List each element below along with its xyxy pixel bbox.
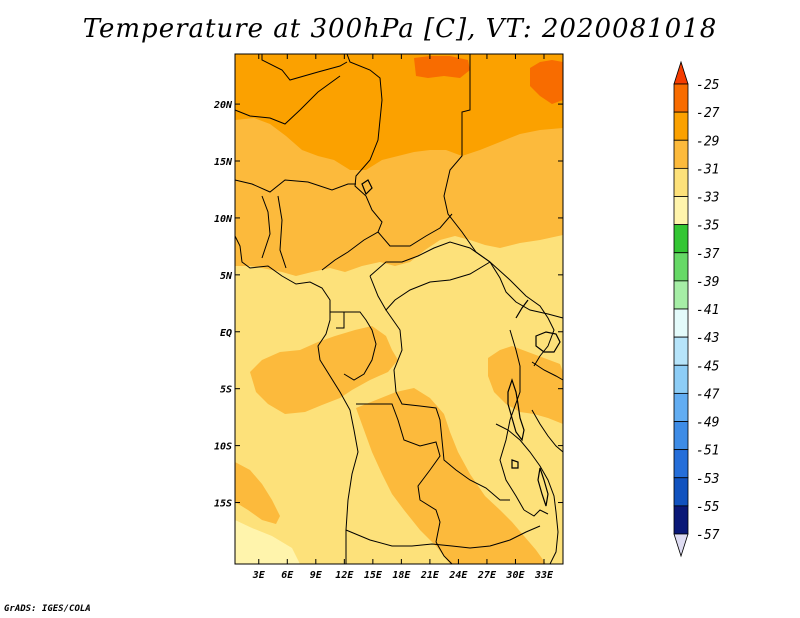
lat-label: 15S <box>214 499 232 510</box>
colorbar-swatch <box>673 364 689 394</box>
colorbar-swatch <box>673 392 689 422</box>
colorbar-swatch <box>673 477 689 507</box>
colorbar-label: -45 <box>696 359 720 374</box>
colorbar-label: -47 <box>696 387 720 402</box>
colorbar-label: -43 <box>696 331 719 346</box>
lon-label: 3E <box>252 570 266 581</box>
lon-label: 9E <box>310 570 323 581</box>
lon-label: 18E <box>392 570 411 581</box>
colorbar-label: -53 <box>696 472 719 487</box>
band-minus29-31-south <box>356 388 546 564</box>
colorbar-swatch <box>673 196 689 226</box>
lat-label: 15N <box>214 157 233 168</box>
colorbar-swatch <box>673 111 689 141</box>
latitude-labels: 20N 15N 10N 5N EQ 5S 10S 15S <box>213 100 233 509</box>
lon-label: 27E <box>477 570 497 581</box>
lon-label: 24E <box>448 570 468 581</box>
band-minus29-31-east <box>488 346 563 424</box>
band-minus25-27-northeast <box>414 56 470 78</box>
lake-victoria <box>535 331 561 353</box>
colorbar-swatch <box>673 224 689 254</box>
colorbar-swatch <box>673 139 689 169</box>
lake-mweru <box>511 459 519 469</box>
colorbar-swatch <box>673 449 689 479</box>
lon-label: 15E <box>364 570 383 581</box>
lon-label: 12E <box>335 570 354 581</box>
lat-label: 5N <box>220 271 233 282</box>
lakes <box>361 179 561 507</box>
lon-label: 6E <box>281 570 294 581</box>
lat-label: 10S <box>214 442 232 453</box>
grads-credit: GrADS: IGES/COLA <box>4 604 91 614</box>
lat-label: 20N <box>213 100 233 111</box>
colorbar-swatch <box>673 308 689 338</box>
lat-label: EQ <box>220 328 232 339</box>
band-minus25-27-far-northeast <box>530 60 563 104</box>
colorbar-swatch <box>673 421 689 451</box>
colorbar-label: -25 <box>696 78 720 93</box>
longitude-labels: 3E 6E 9E 12E 15E 18E 21E 24E 27E 30E 33E <box>252 570 554 581</box>
lat-label: 5S <box>220 385 232 396</box>
band-minus29-31-west-blob <box>250 326 398 414</box>
axis-ticks <box>235 54 563 564</box>
lon-label: 33E <box>534 570 554 581</box>
colorbar-label: -49 <box>696 416 719 431</box>
colorbar-label: -35 <box>696 219 720 234</box>
lon-label: 21E <box>420 570 440 581</box>
pale-region-southwest <box>235 520 300 564</box>
colorbar-swatch <box>673 83 689 113</box>
colorbar-label: -37 <box>696 247 720 262</box>
colorbar-swatch <box>673 167 689 197</box>
colorbar-label: -57 <box>696 528 720 543</box>
colorbar-bottom-arrow <box>673 533 689 558</box>
colorbar-top-arrow <box>673 60 689 85</box>
colorbar-swatch <box>673 252 689 282</box>
lake-tanganyika <box>507 378 525 442</box>
colorbar-label: -55 <box>696 500 720 515</box>
colorbar-label: -39 <box>696 275 719 290</box>
colorbar-label: -41 <box>696 303 719 318</box>
colorbar-swatch <box>673 280 689 310</box>
lake-albert <box>515 299 529 319</box>
lake-chad <box>361 179 373 196</box>
lake-malawi <box>537 467 549 507</box>
colorbar-label: -33 <box>696 191 719 206</box>
colorbar-swatch <box>673 336 689 366</box>
colorbar: -25 -27 -29 -31 -33 -35 -37 -39 -41 -43 -45 -47 -49 -… <box>673 60 720 558</box>
lat-label: 10N <box>214 214 233 225</box>
map-frame <box>234 53 564 565</box>
lon-label: 30E <box>505 570 525 581</box>
colorbar-label: -51 <box>696 444 719 459</box>
colorbar-label: -31 <box>696 162 719 177</box>
colorbar-label: -27 <box>696 106 720 121</box>
colorbar-swatch <box>673 505 689 535</box>
band-minus27-29-north <box>235 54 563 170</box>
country-borders <box>234 53 564 565</box>
temperature-map: 3E 6E 9E 12E 15E 18E 21E 24E 27E 30E 33E 20N 15N 10N… <box>213 53 564 581</box>
chart-title: Temperature at 300hPa [C], VT: 202008101… <box>82 14 718 44</box>
colorbar-label: -29 <box>696 134 719 149</box>
band-minus29-31-southwest <box>235 462 280 524</box>
